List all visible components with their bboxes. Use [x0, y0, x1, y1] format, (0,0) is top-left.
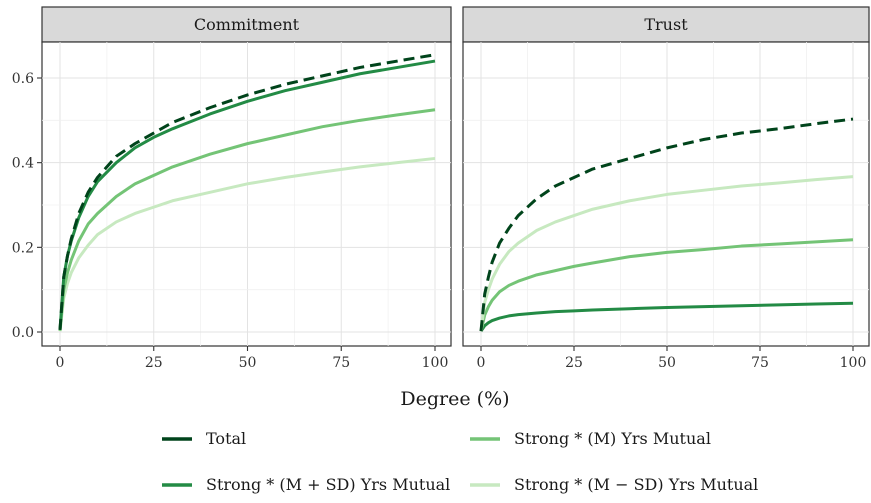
y-tick-label: 0.4	[12, 156, 34, 172]
series-line-strong-m-yrs-mutual	[58, 108, 436, 331]
legend-item: Strong * (M + SD) Yrs Mutual	[162, 475, 450, 494]
legend-label: Total	[206, 429, 246, 448]
legend-label: Strong * (M) Yrs Mutual	[514, 429, 711, 448]
panel-commitment: Commitment	[41, 6, 452, 347]
strip-background	[462, 6, 870, 43]
strip-background	[41, 6, 452, 43]
x-tick-label: 100	[422, 355, 449, 371]
legend-item: Strong * (M) Yrs Mutual	[470, 429, 711, 448]
x-tick-label: 25	[565, 355, 583, 371]
plot-area	[41, 41, 452, 347]
y-tick-label: 0.0	[12, 325, 34, 341]
y-tick-label: 0.6	[12, 71, 34, 87]
x-tick-label: 75	[751, 355, 769, 371]
legend-label: Strong * (M − SD) Yrs Mutual	[514, 475, 758, 494]
legend-item: Total	[162, 429, 246, 448]
strip-title: Trust	[644, 15, 688, 34]
x-axis: 0 25 50 75 100 0 25 50 75 100	[56, 346, 867, 371]
series-line-strong-m-sd-yrs-mutual	[479, 301, 854, 332]
strip-title: Commitment	[194, 15, 300, 34]
x-tick-label: 25	[145, 355, 163, 371]
y-tick-label: 0.2	[12, 240, 34, 256]
x-tick-label: 75	[332, 355, 350, 371]
legend: Total Strong * (M) Yrs Mutual Strong * (M …	[162, 429, 758, 494]
panel-trust: Trust	[462, 6, 870, 347]
series-line-strong-m-sd-yrs-mutual	[58, 156, 436, 332]
series-line-total	[58, 53, 436, 330]
x-tick-label: 0	[477, 355, 486, 371]
legend-label: Strong * (M + SD) Yrs Mutual	[206, 475, 450, 494]
x-tick-label: 50	[658, 355, 676, 371]
x-tick-label: 50	[239, 355, 257, 371]
x-tick-label: 100	[840, 355, 867, 371]
series-line-strong-m-yrs-mutual	[479, 238, 854, 332]
x-axis-title: Degree (%)	[400, 388, 509, 410]
y-axis: 0.0 0.2 0.4 0.6	[12, 71, 42, 341]
x-tick-label: 0	[56, 355, 65, 371]
series-line-strong-m-sd-yrs-mutual	[479, 175, 854, 332]
legend-item: Strong * (M − SD) Yrs Mutual	[470, 475, 758, 494]
